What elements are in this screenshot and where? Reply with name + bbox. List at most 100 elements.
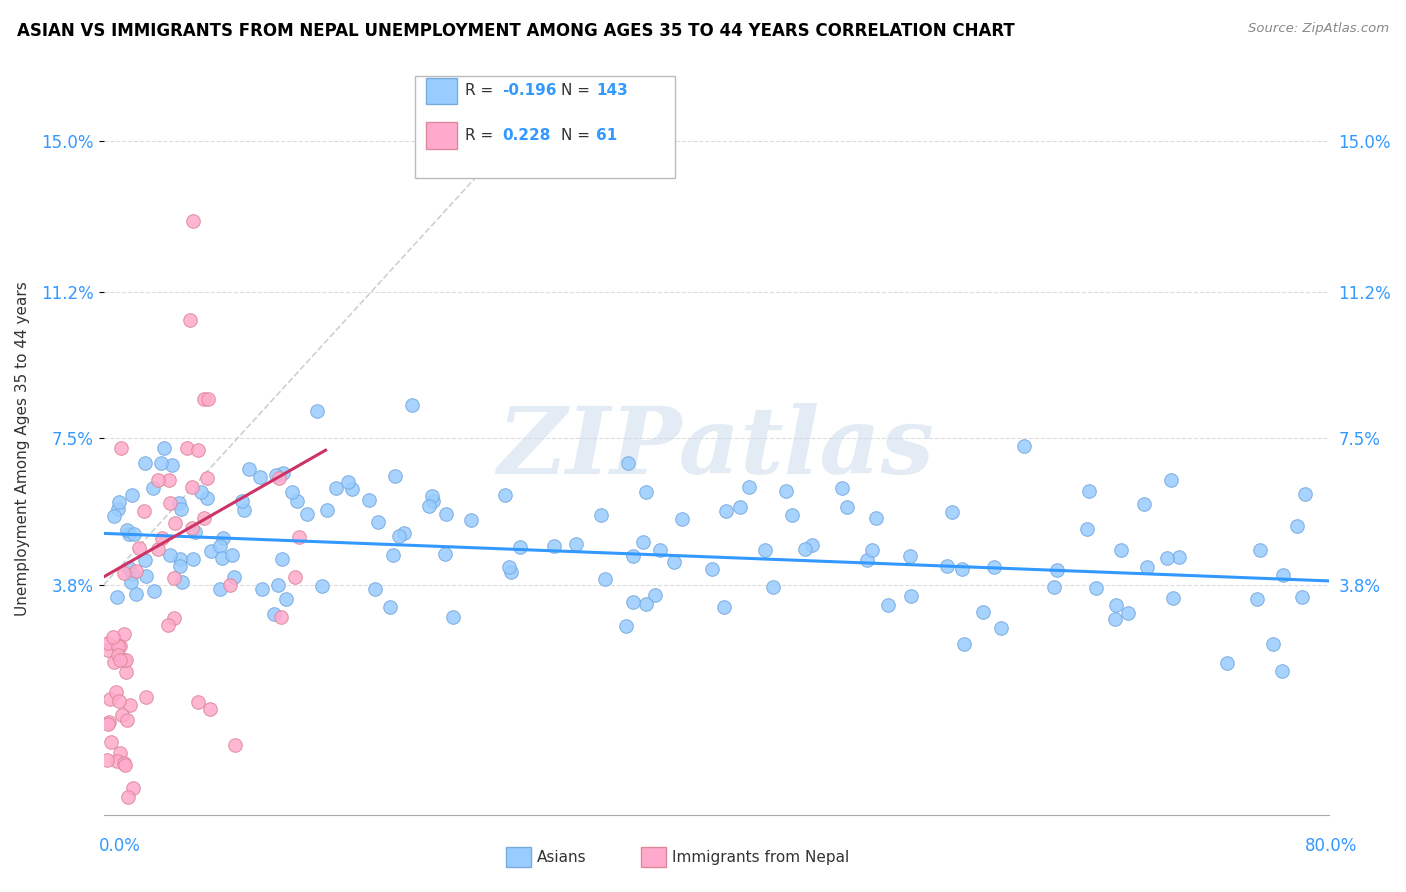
Point (159, 548, 181, 562)
Point (115, 714, 138, 728)
Point (169, 551, 191, 566)
Point (509, 541, 531, 555)
Point (112, 653, 135, 667)
Point (184, 524, 207, 539)
Point (170, 501, 193, 516)
Point (233, 503, 256, 517)
Point (100, 735, 122, 749)
Point (169, 558, 191, 573)
Point (103, 655, 125, 669)
Point (105, 590, 128, 604)
Point (142, 481, 165, 495)
Point (112, 627, 135, 641)
Point (501, 566, 523, 580)
Text: Source: ZipAtlas.com: Source: ZipAtlas.com (1249, 22, 1389, 36)
Point (179, 312, 201, 326)
Point (193, 510, 215, 524)
Point (1261, 637, 1284, 651)
Text: N =: N = (561, 128, 595, 143)
Point (103, 509, 125, 524)
Point (1105, 598, 1128, 612)
Point (219, 578, 242, 592)
Point (631, 535, 654, 549)
Point (190, 485, 212, 500)
Point (662, 555, 685, 569)
Point (120, 698, 142, 712)
Point (831, 481, 853, 495)
Point (107, 502, 129, 516)
Point (1216, 656, 1239, 670)
Point (388, 529, 411, 543)
Point (898, 549, 921, 564)
Point (176, 441, 198, 455)
Point (1168, 549, 1191, 564)
Point (152, 441, 174, 455)
Point (782, 508, 804, 523)
Point (280, 485, 302, 500)
Point (336, 475, 359, 489)
Point (143, 583, 166, 598)
Point (103, 630, 125, 644)
Point (162, 571, 184, 585)
Point (936, 558, 959, 573)
Point (565, 537, 588, 551)
Text: R =: R = (465, 84, 499, 98)
Point (134, 456, 156, 470)
Point (900, 589, 922, 603)
Text: -0.196: -0.196 (502, 84, 557, 98)
Point (200, 544, 222, 558)
Point (150, 532, 173, 546)
Point (422, 494, 444, 508)
Point (112, 756, 135, 770)
Point (295, 507, 318, 521)
Point (250, 582, 273, 596)
Point (264, 467, 287, 482)
Text: 0.0%: 0.0% (98, 837, 141, 855)
Point (96, 754, 118, 768)
Point (952, 637, 974, 651)
Point (1271, 664, 1294, 678)
Point (1291, 590, 1313, 604)
Point (263, 607, 285, 621)
Point (149, 456, 172, 470)
Point (224, 739, 246, 753)
Point (1160, 473, 1182, 487)
Point (422, 489, 444, 503)
Point (249, 470, 271, 484)
Point (1014, 439, 1036, 453)
Point (990, 621, 1012, 635)
Point (115, 665, 138, 679)
Point (163, 516, 186, 530)
Text: ZIPatlas: ZIPatlas (498, 403, 935, 493)
Point (441, 610, 464, 624)
Point (121, 488, 143, 502)
Point (221, 548, 243, 562)
Point (97, 636, 120, 650)
Point (107, 495, 129, 509)
Point (498, 559, 520, 574)
Point (1116, 606, 1139, 620)
Point (115, 653, 138, 667)
Point (1132, 497, 1154, 511)
Point (105, 754, 128, 768)
Point (543, 539, 565, 553)
Point (97, 716, 120, 731)
Point (134, 504, 156, 518)
Text: 61: 61 (596, 128, 617, 143)
Point (384, 469, 406, 483)
Point (197, 392, 219, 406)
Point (170, 574, 193, 589)
Point (636, 485, 658, 500)
Point (198, 702, 221, 716)
Point (1046, 563, 1069, 577)
Point (494, 488, 516, 502)
Point (793, 541, 815, 556)
Point (134, 553, 156, 567)
Point (110, 441, 132, 455)
Point (1246, 592, 1268, 607)
Point (1077, 484, 1099, 499)
Point (738, 480, 761, 494)
Point (118, 527, 141, 541)
Point (1294, 487, 1316, 501)
Point (801, 538, 824, 552)
